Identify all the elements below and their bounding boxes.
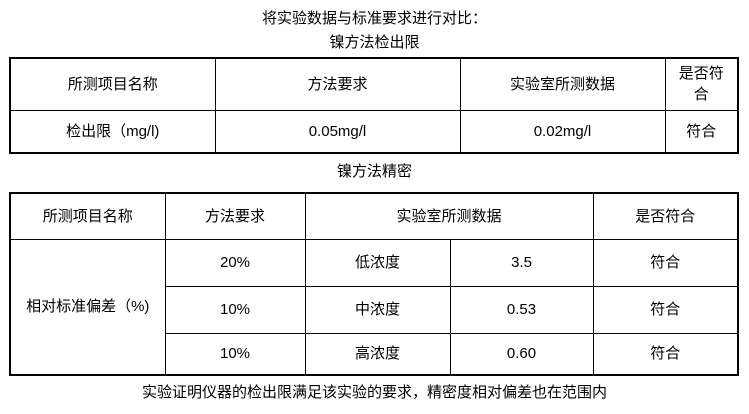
document-page: 将实验数据与标准要求进行对比： 镍方法检出限 所测项目名称 方法要求 实验室所测… [0, 8, 749, 414]
precision-table: 所测项目名称 方法要求 实验室所测数据 是否符合 相对标准偏差（%) 20% 低… [9, 192, 740, 376]
header-cell-lab-data: 实验室所测数据 [304, 192, 594, 240]
cell-concentration-level: 低浓度 [304, 238, 451, 287]
cell-lab-measured-value: 0.02mg/l [459, 109, 666, 154]
table-row: 相对标准偏差（%) 20% 低浓度 3.5 符合 [9, 238, 739, 376]
table-header-row: 所测项目名称 方法要求 实验室所测数据 是否符合 [9, 57, 739, 111]
cell-method-requirement-value: 0.05mg/l [214, 109, 461, 154]
cell-compliance-status: 符合 [664, 109, 739, 154]
cell-method-requirement-value: 10% [164, 332, 306, 376]
cell-concentration-level: 中浓度 [304, 285, 451, 334]
cell-method-requirement-value: 20% [164, 238, 306, 287]
table2-caption: 镍方法精密 [336, 163, 412, 180]
cell-concentration-level: 高浓度 [304, 332, 451, 376]
cell-compliance-status: 符合 [592, 332, 739, 376]
table-row: 10% 高浓度 0.60 符合 [10, 332, 739, 376]
table-row: 检出限（mg/l) 0.05mg/l 0.02mg/l 符合 [9, 109, 739, 154]
header-cell-compliance: 是否符合 [592, 192, 739, 240]
table-header-row: 所测项目名称 方法要求 实验室所测数据 是否符合 [9, 192, 739, 240]
cell-measured-value: 3.5 [449, 238, 594, 287]
cell-method-requirement-value: 10% [164, 285, 306, 334]
header-cell-compliance: 是否符合 [664, 57, 739, 111]
conclusion-text: 实验证明仪器的检出限满足该实验的要求，精密度相对偏差也在范围内 [141, 384, 607, 401]
header-cell-method-requirement: 方法要求 [214, 57, 461, 111]
cell-rsd-label: 相对标准偏差（%) [9, 238, 166, 376]
header-cell-measured-item: 所测项目名称 [9, 57, 216, 111]
cell-measured-value: 0.60 [449, 332, 594, 376]
header-cell-lab-data: 实验室所测数据 [459, 57, 666, 111]
table-row: 10% 中浓度 0.53 符合 [10, 285, 739, 334]
cell-compliance-status: 符合 [592, 285, 739, 334]
cell-measured-value: 0.53 [449, 285, 594, 334]
cell-detection-limit-label: 检出限（mg/l) [9, 109, 216, 154]
header-cell-measured-item: 所测项目名称 [9, 192, 166, 240]
header-cell-method-requirement: 方法要求 [164, 192, 306, 240]
document-title: 将实验数据与标准要求进行对比： [261, 10, 487, 27]
detection-limit-table: 所测项目名称 方法要求 实验室所测数据 是否符合 检出限（mg/l) 0.05m… [9, 57, 739, 154]
table1-caption: 镍方法检出限 [329, 34, 420, 51]
cell-compliance-status: 符合 [592, 238, 739, 287]
